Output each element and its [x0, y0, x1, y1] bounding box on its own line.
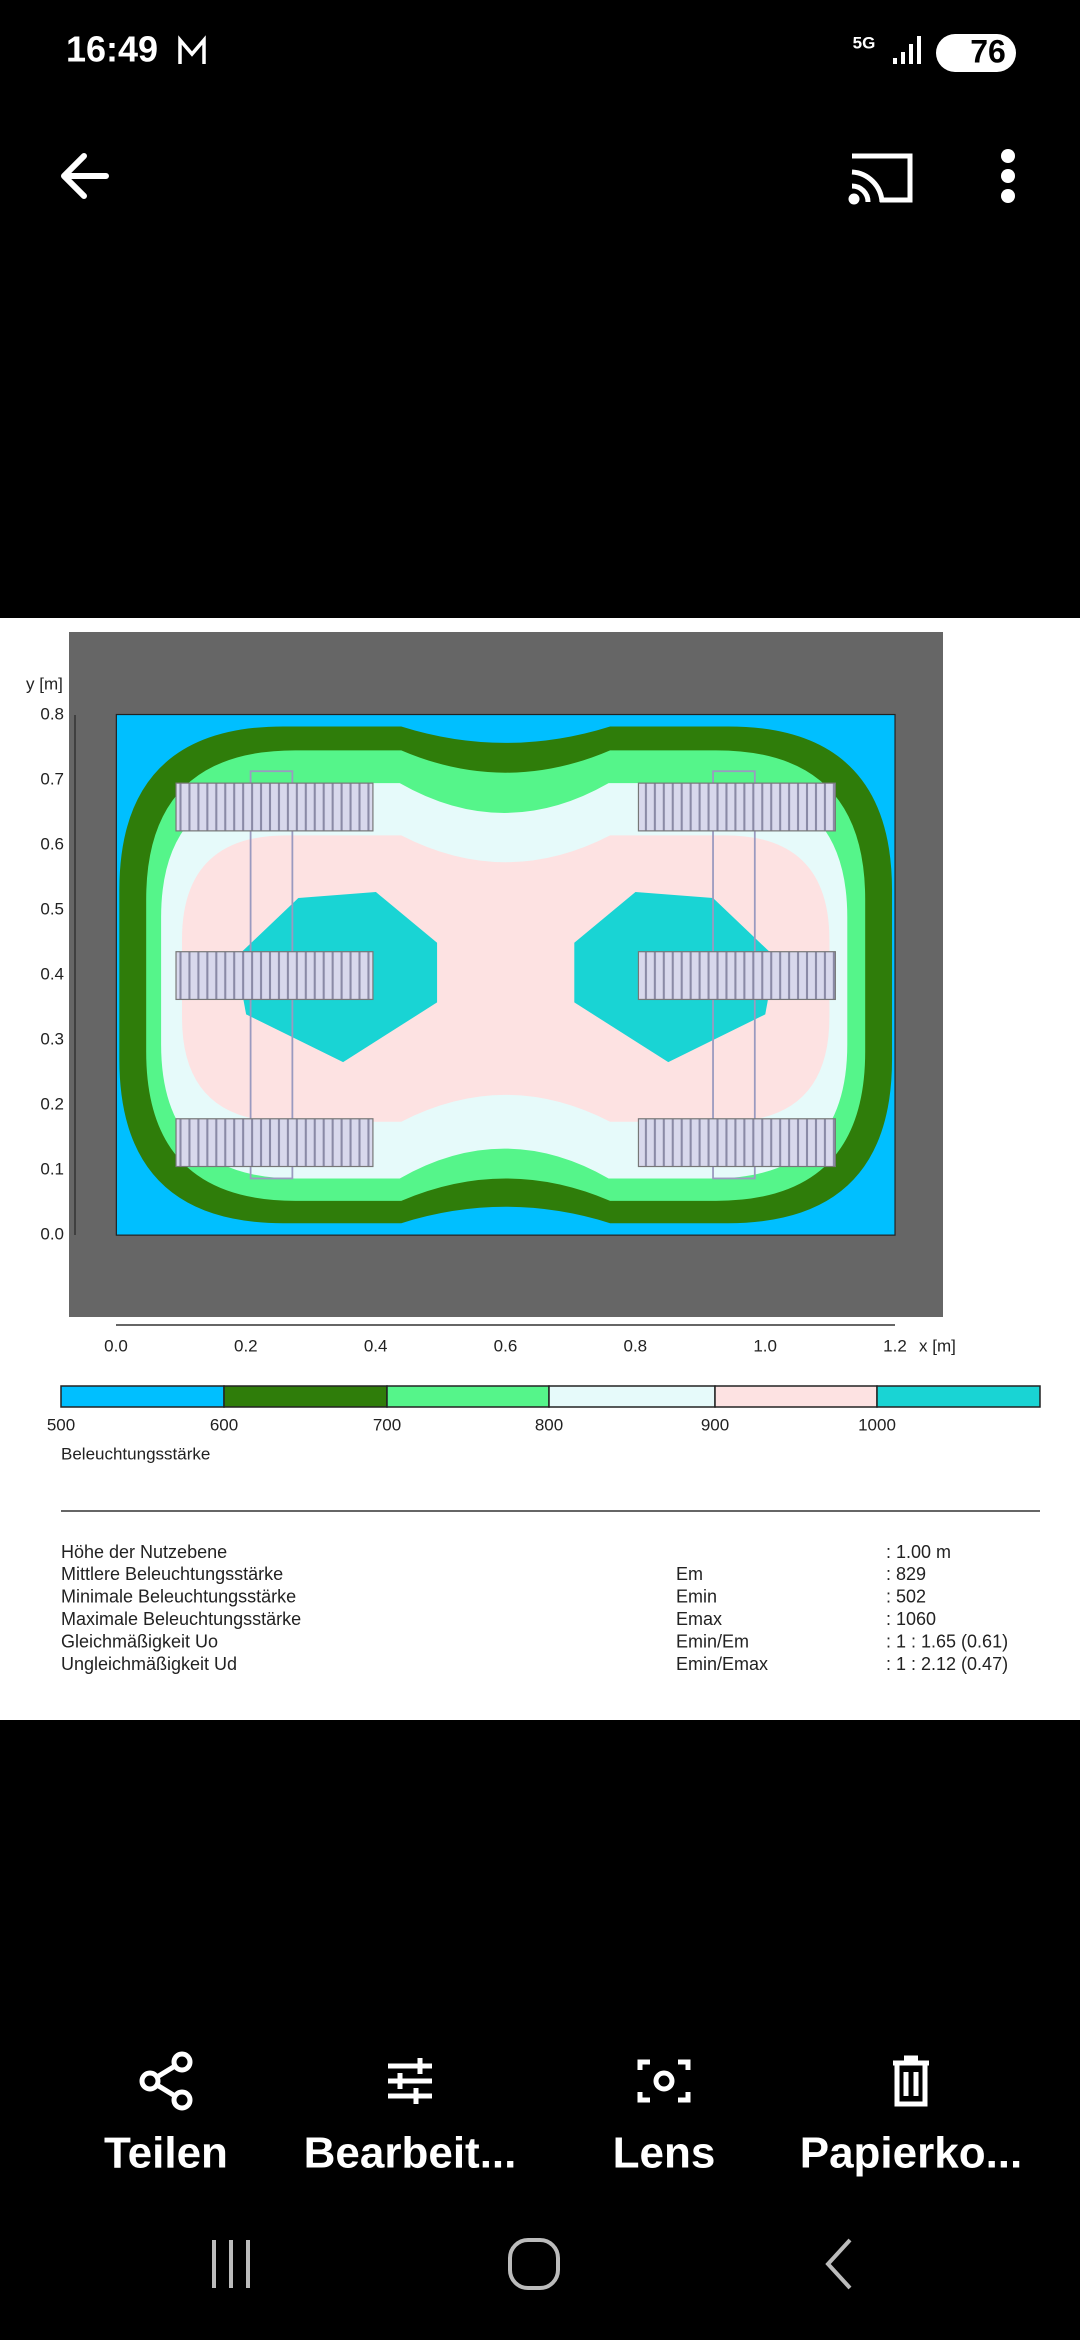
- cast-button[interactable]: [848, 153, 913, 205]
- menu-button[interactable]: [1001, 149, 1015, 203]
- y-tick-label: 0.3: [40, 1029, 64, 1048]
- stat-value: : 1.00 m: [886, 1542, 951, 1562]
- stat-value: : 829: [886, 1564, 926, 1584]
- stat-value: : 502: [886, 1587, 926, 1607]
- stat-value: : 1 : 2.12 (0.47): [886, 1654, 1008, 1674]
- x-tick-label: 0.4: [364, 1336, 388, 1355]
- stat-label: Maximale Beleuchtungsstärke: [61, 1609, 301, 1629]
- y-tick-label: 0.5: [40, 899, 64, 918]
- legend-tick-label: 800: [535, 1415, 563, 1434]
- luminaire: [637, 782, 836, 832]
- x-tick-label: 0.2: [234, 1336, 258, 1355]
- stat-label: Mittlere Beleuchtungsstärke: [61, 1564, 283, 1584]
- x-tick-label: 0.6: [494, 1336, 518, 1355]
- x-axis-label: x [m]: [919, 1336, 956, 1355]
- share-button[interactable]: Teilen: [104, 2129, 228, 2178]
- stat-label: Ungleichmäßigkeit Ud: [61, 1654, 237, 1674]
- edit-icon: [388, 2058, 432, 2104]
- y-tick-label: 0.4: [40, 964, 64, 983]
- legend-title: Beleuchtungsstärke: [61, 1444, 210, 1463]
- recents-button[interactable]: [212, 2240, 250, 2288]
- edit-button[interactable]: Bearbeit...: [304, 2129, 517, 2178]
- stat-symbol: Emax: [676, 1609, 722, 1629]
- stat-label: Minimale Beleuchtungsstärke: [61, 1587, 296, 1607]
- clock: 16:49: [66, 29, 158, 70]
- home-button[interactable]: [508, 2238, 560, 2290]
- y-tick-label: 0.7: [40, 769, 64, 788]
- trash-button[interactable]: Papierko...: [800, 2129, 1023, 2178]
- legend-tick-label: 900: [701, 1415, 729, 1434]
- stat-symbol: Emin/Em: [676, 1631, 749, 1651]
- luminaire: [175, 1118, 374, 1168]
- stat-symbol: Emin: [676, 1587, 717, 1607]
- signal-icon: [893, 36, 921, 64]
- y-tick-label: 0.1: [40, 1159, 64, 1178]
- x-tick-label: 1.2: [883, 1336, 907, 1355]
- legend-tick-label: 1000: [858, 1415, 896, 1434]
- stat-value: : 1 : 1.65 (0.61): [886, 1631, 1008, 1651]
- lens-button[interactable]: Lens: [613, 2129, 716, 2178]
- y-axis-label: y [m]: [26, 674, 63, 693]
- luminaire: [637, 951, 836, 1001]
- legend-tick-label: 700: [373, 1415, 401, 1434]
- stats-table: Höhe der Nutzebene : 1.00 m Mittlere Beleu…: [61, 1542, 1008, 1674]
- legend-tick-label: 500: [47, 1415, 75, 1434]
- stat-symbol: Emin/Emax: [676, 1654, 768, 1674]
- luminaire: [175, 951, 374, 1001]
- x-tick-label: 1.0: [753, 1336, 777, 1355]
- battery-level: 76: [970, 33, 1006, 69]
- luminaire: [637, 1118, 836, 1168]
- share-icon: [139, 2051, 193, 2111]
- gmail-icon: [178, 35, 206, 64]
- stat-value: : 1060: [886, 1609, 936, 1629]
- stat-label: Gleichmäßigkeit Uo: [61, 1631, 218, 1651]
- y-tick-label: 0.6: [40, 834, 64, 853]
- system-back-button[interactable]: [825, 2238, 852, 2290]
- y-tick-label: 0.8: [40, 704, 64, 723]
- y-tick-label: 0.0: [40, 1224, 64, 1243]
- x-tick-label: 0.8: [624, 1336, 648, 1355]
- network-type: 5G: [853, 33, 876, 52]
- legend-tick-label: 600: [210, 1415, 238, 1434]
- x-tick-label: 0.0: [104, 1336, 128, 1355]
- contour-plot: [115, 713, 896, 1236]
- stat-symbol: Em: [676, 1564, 703, 1584]
- battery-pill: [936, 34, 1016, 72]
- y-tick-label: 0.2: [40, 1094, 64, 1113]
- lens-icon: [637, 2059, 691, 2103]
- colorbar: [60, 1385, 1041, 1408]
- back-button[interactable]: [61, 153, 109, 199]
- stat-label: Höhe der Nutzebene: [61, 1542, 227, 1562]
- trash-icon: [893, 2055, 929, 2107]
- luminaire: [175, 782, 374, 832]
